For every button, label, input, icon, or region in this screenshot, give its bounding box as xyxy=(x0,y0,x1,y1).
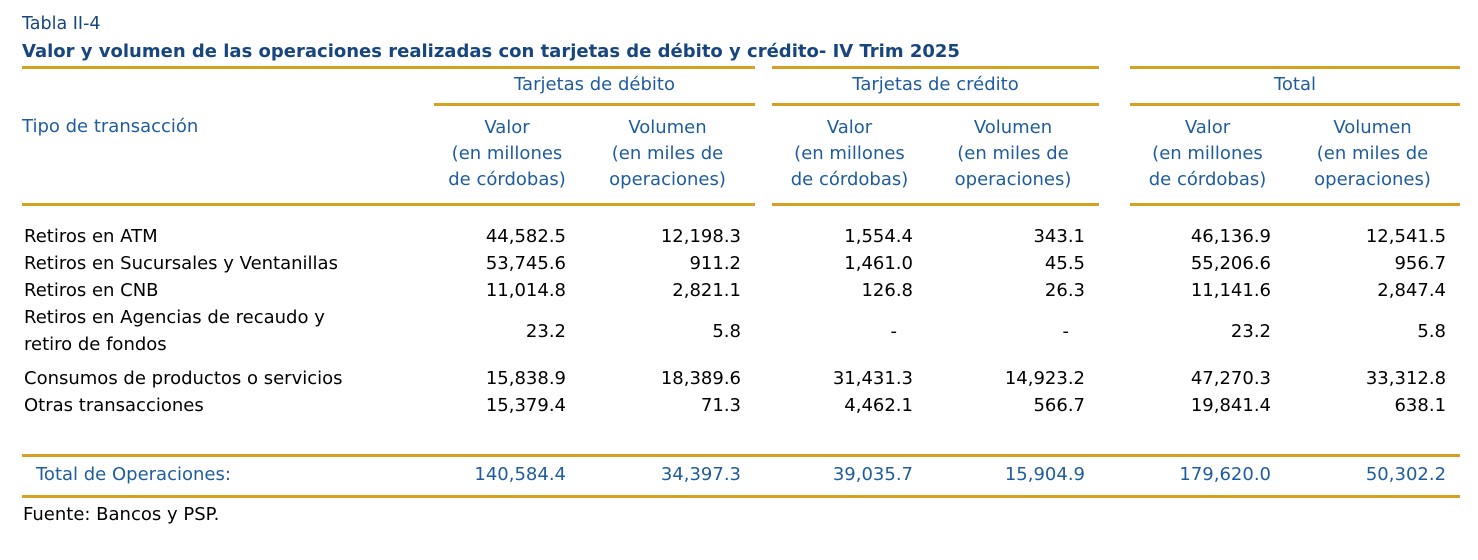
group-header-debit: Tarjetas de débito xyxy=(434,66,755,106)
group-header-row: Tarjetas de débito Tarjetas de crédito T… xyxy=(22,66,1461,106)
cell-value: 46,136.9 xyxy=(1190,226,1271,247)
cell-value: 12,541.5 xyxy=(1365,226,1447,247)
column-gap xyxy=(755,392,772,419)
cell-value: 5.8 xyxy=(712,320,741,342)
cell-value: 956.7 xyxy=(1394,253,1447,274)
group-header-credit: Tarjetas de crédito xyxy=(772,66,1099,106)
cell-value: 638.1 xyxy=(1394,395,1447,416)
table-row: Retiros en CNB 11,014.8 2,821.1 126.8 26… xyxy=(22,277,1460,304)
total-value: 140,584.4 xyxy=(434,453,580,498)
column-gap xyxy=(1099,205,1130,251)
total-value: 34,397.3 xyxy=(580,453,755,498)
cell-value: 15,838.9 xyxy=(485,368,566,389)
total-value: 50,302.2 xyxy=(1285,453,1461,498)
cell-value: 2,821.1 xyxy=(672,280,741,301)
cell-value: 19,841.4 xyxy=(1190,395,1271,416)
cell-value: 33,312.8 xyxy=(1365,368,1447,389)
row-label: Retiros en Sucursales y Ventanillas xyxy=(24,253,338,274)
cell-value: 126.8 xyxy=(861,280,913,301)
cell-value: 11,141.6 xyxy=(1190,280,1271,301)
operations-table: Tarjetas de débito Tarjetas de crédito T… xyxy=(22,66,1461,498)
cell-value: 18,389.6 xyxy=(660,368,741,389)
cell-value: 44,582.5 xyxy=(485,226,566,247)
column-gap xyxy=(755,453,772,498)
cell-value: - xyxy=(1062,320,1070,342)
cell-value: 1,554.4 xyxy=(844,226,913,247)
cell-value: 12,198.3 xyxy=(660,226,741,247)
column-gap xyxy=(1099,358,1130,392)
cell-value: 911.2 xyxy=(689,253,741,274)
cell-value: 4,462.1 xyxy=(844,395,913,416)
column-gap xyxy=(755,68,772,105)
column-gap xyxy=(755,277,772,304)
table-row: Retiros en ATM 44,582.5 12,198.3 1,554.4… xyxy=(22,205,1460,251)
spacer-row xyxy=(22,419,1460,455)
total-value: 39,035.7 xyxy=(772,453,927,498)
sub-header-row: Tipo de transacción Valor (en millones d… xyxy=(22,104,1461,206)
column-gap xyxy=(1099,250,1130,277)
group-header-total: Total xyxy=(1130,66,1461,106)
debit-valor-header: Valor (en millones de córdobas) xyxy=(434,104,580,206)
column-gap xyxy=(755,105,772,205)
cell-value: 55,206.6 xyxy=(1190,253,1271,274)
row-label: Otras transacciones xyxy=(24,395,204,416)
credit-volumen-header: Volumen (en miles de operaciones) xyxy=(927,104,1099,206)
cell-value: - xyxy=(890,320,898,342)
cell-value: 14,923.2 xyxy=(1004,368,1085,389)
cell-value: 2,847.4 xyxy=(1377,280,1447,301)
table-row: Retiros en Sucursales y Ventanillas 53,7… xyxy=(22,250,1460,277)
column-gap xyxy=(1099,392,1130,419)
column-gap xyxy=(1099,68,1130,105)
cell-value: 15,379.4 xyxy=(485,395,566,416)
column-gap xyxy=(755,205,772,251)
total-label: Total de Operaciones: xyxy=(22,453,434,498)
source-note: Fuente: Bancos y PSP. xyxy=(23,503,220,525)
column-gap xyxy=(755,304,772,358)
table-row: Otras transacciones 15,379.4 71.3 4,462.… xyxy=(22,392,1460,419)
table-number-label: Tabla II-4 xyxy=(22,14,101,34)
row-label: Retiros en CNB xyxy=(24,280,159,301)
debit-volumen-header: Volumen (en miles de operaciones) xyxy=(580,104,755,206)
column-gap xyxy=(1099,277,1130,304)
table-row: Retiros en Agencias de recaudo y retiro … xyxy=(22,304,1460,358)
table-row: Consumos de productos o servicios 15,838… xyxy=(22,358,1460,392)
cell-value: 53,745.6 xyxy=(485,253,566,274)
total-value: 15,904.9 xyxy=(927,453,1099,498)
cell-value: 45.5 xyxy=(1044,253,1085,274)
column-gap xyxy=(1099,105,1130,205)
cell-value: 1,461.0 xyxy=(844,253,913,274)
report-page: Tabla II-4 Valor y volumen de las operac… xyxy=(22,14,1461,525)
title-underline-cell xyxy=(22,66,434,105)
cell-value: 47,270.3 xyxy=(1190,368,1271,389)
total-volumen-header: Volumen (en miles de operaciones) xyxy=(1285,104,1461,206)
total-valor-header: Valor (en millones de córdobas) xyxy=(1130,104,1285,206)
credit-valor-header: Valor (en millones de córdobas) xyxy=(772,104,927,206)
column-gap xyxy=(755,250,772,277)
cell-value: 26.3 xyxy=(1044,280,1085,301)
column-gap xyxy=(1099,304,1130,358)
cell-value: 5.8 xyxy=(1417,320,1447,342)
total-value: 179,620.0 xyxy=(1130,453,1285,498)
row-label: Retiros en Agencias de recaudo y retiro … xyxy=(24,307,325,355)
column-gap xyxy=(755,358,772,392)
cell-value: 23.2 xyxy=(1230,320,1271,342)
cell-value: 566.7 xyxy=(1033,395,1085,416)
cell-value: 23.2 xyxy=(525,320,566,342)
total-row: Total de Operaciones: 140,584.4 34,397.3… xyxy=(22,453,1461,498)
cell-value: 31,431.3 xyxy=(832,368,913,389)
page-title: Valor y volumen de las operaciones reali… xyxy=(22,41,960,62)
row-label-header: Tipo de transacción xyxy=(22,104,434,206)
cell-value: 71.3 xyxy=(700,395,741,416)
row-label: Retiros en ATM xyxy=(24,226,158,247)
row-label: Consumos de productos o servicios xyxy=(24,368,343,389)
cell-value: 11,014.8 xyxy=(485,280,566,301)
cell-value: 343.1 xyxy=(1033,226,1085,247)
column-gap xyxy=(1099,453,1130,498)
